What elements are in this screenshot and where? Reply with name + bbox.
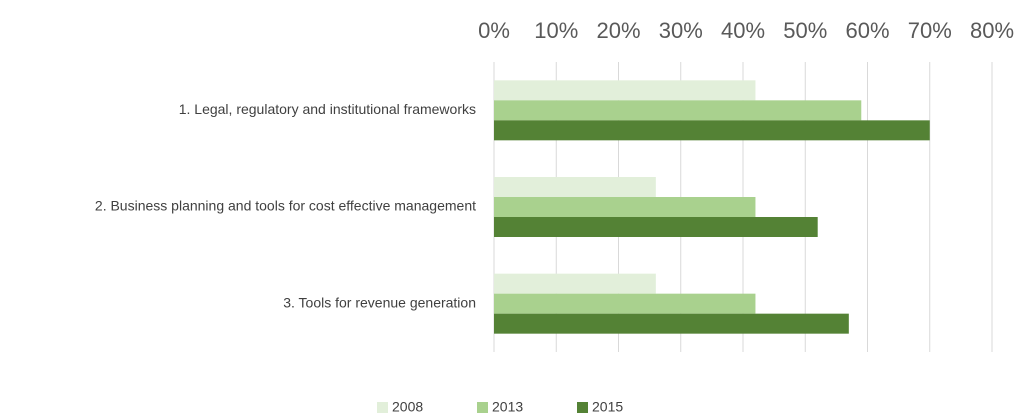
x-tick-label: 30%	[659, 18, 703, 43]
x-tick-label: 10%	[534, 18, 578, 43]
bar	[494, 217, 818, 237]
bar	[494, 293, 756, 314]
legend-label: 2013	[492, 399, 523, 415]
x-tick-label: 20%	[596, 18, 640, 43]
x-tick-label: 40%	[721, 18, 765, 43]
x-tick-label: 0%	[478, 18, 510, 43]
legend-label: 2015	[592, 399, 623, 415]
x-tick-label: 80%	[970, 18, 1014, 43]
bar	[494, 313, 849, 334]
bar	[494, 120, 930, 141]
bar	[494, 273, 656, 294]
category-label: 1. Legal, regulatory and institutional f…	[179, 101, 476, 117]
x-tick-label: 60%	[845, 18, 889, 43]
bar	[494, 177, 656, 197]
legend-swatch	[477, 402, 488, 413]
legend-swatch	[577, 402, 588, 413]
bar	[494, 80, 756, 101]
legend-label: 2008	[392, 399, 423, 415]
legend-swatch	[377, 402, 388, 413]
x-tick-label: 70%	[908, 18, 952, 43]
category-label: 2. Business planning and tools for cost …	[95, 198, 476, 214]
bar	[494, 100, 862, 121]
category-label: 3. Tools for revenue generation	[283, 294, 476, 310]
x-tick-label: 50%	[783, 18, 827, 43]
bar	[494, 197, 756, 217]
